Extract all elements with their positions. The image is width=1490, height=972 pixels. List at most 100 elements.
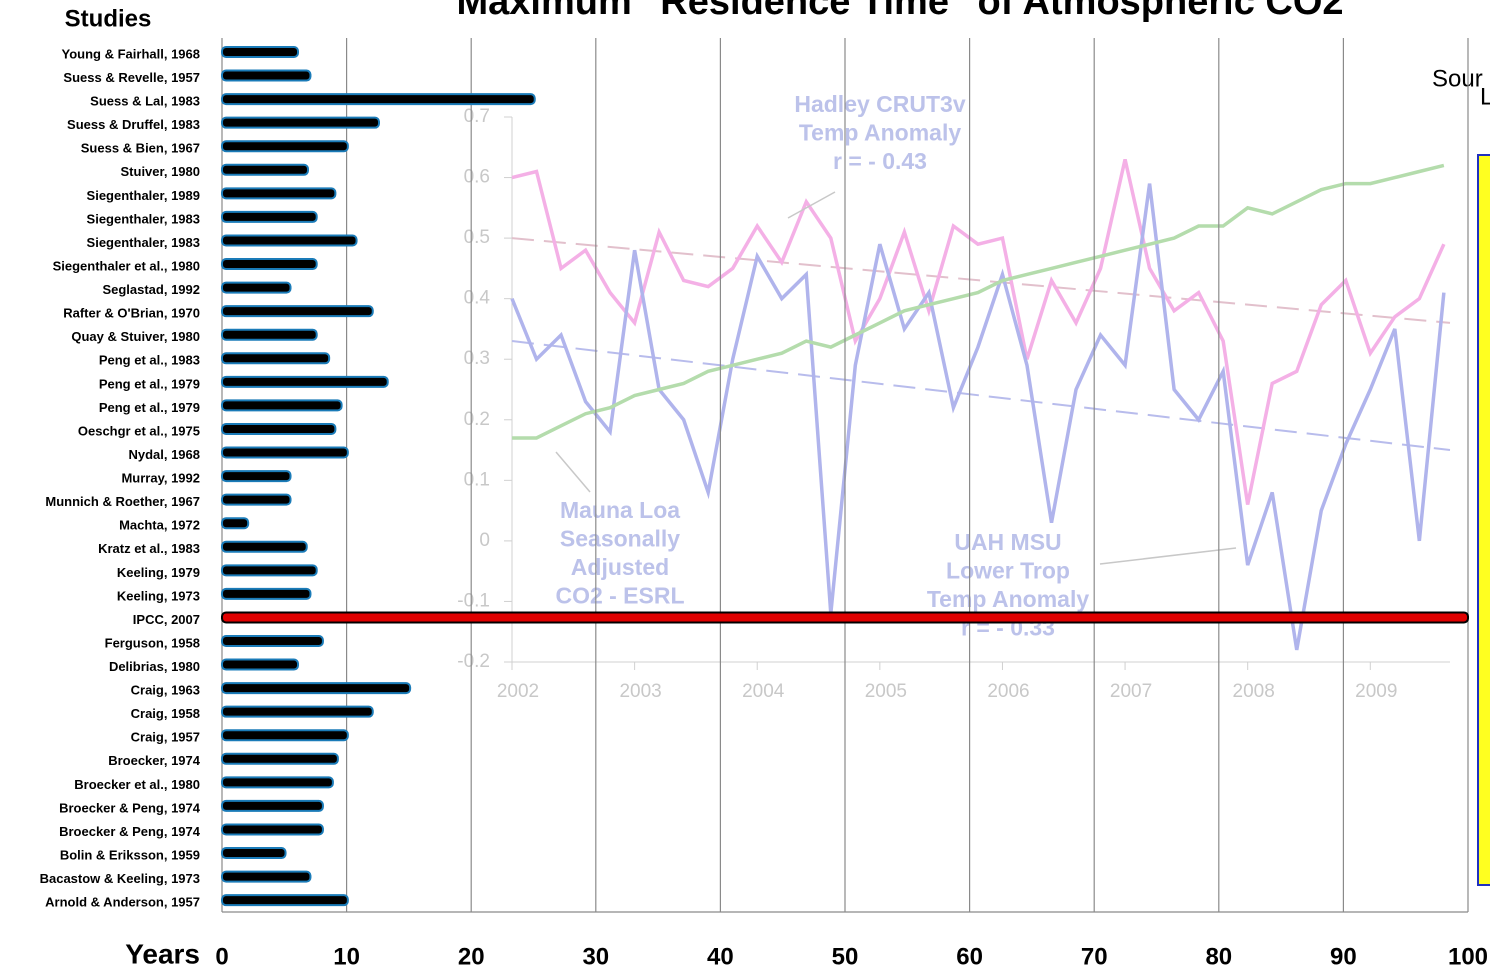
y-tick-label: 0.7 <box>464 106 490 127</box>
annotation-pointer <box>787 191 836 219</box>
category-label: Siegenthaler, 1983 <box>87 211 200 226</box>
bar <box>221 399 343 412</box>
bar <box>221 258 318 271</box>
category-label: Suess & Druffel, 1983 <box>67 117 200 132</box>
annotation: CO2 - ESRL <box>555 583 684 609</box>
x-tick-label: 60 <box>956 943 983 970</box>
bar <box>221 116 380 129</box>
category-label: Siegenthaler et al., 1980 <box>53 258 200 273</box>
category-label: Broecker & Peng, 1974 <box>59 800 201 815</box>
x-tick-label: 2004 <box>742 681 785 702</box>
series-line <box>512 163 1445 440</box>
annotation-pointer <box>555 451 591 493</box>
bar <box>221 187 337 200</box>
bar <box>221 540 308 553</box>
bar <box>221 375 389 388</box>
side-panel <box>1477 154 1490 886</box>
chart-title: Maximum "Residence Time" of Atmospheric … <box>456 0 1343 23</box>
category-label: Peng et al., 1983 <box>99 353 200 368</box>
category-label: Nydal, 1968 <box>128 447 200 462</box>
category-label: Machta, 1972 <box>119 518 200 533</box>
category-label: Suess & Bien, 1967 <box>81 141 200 156</box>
category-label: Arnold & Anderson, 1957 <box>45 895 200 910</box>
y-axis-label: Studies <box>65 5 152 32</box>
bar <box>221 894 349 907</box>
bar <box>221 281 292 294</box>
source-fragment: L <box>1480 83 1490 110</box>
category-label: Oeschgr et al., 1975 <box>78 423 200 438</box>
category-label: Broecker, 1974 <box>108 753 201 768</box>
x-tick-label: 50 <box>832 943 859 970</box>
category-label: Delibrias, 1980 <box>109 659 200 674</box>
x-tick-label: 2006 <box>987 681 1029 702</box>
bar <box>221 352 331 365</box>
category-label: Broecker & Peng, 1974 <box>59 824 201 839</box>
y-tick-label: 0.6 <box>464 167 490 188</box>
source-fragment: Sour <box>1432 65 1483 92</box>
category-label: Broecker et al., 1980 <box>74 777 200 792</box>
category-label: Murray, 1992 <box>121 471 200 486</box>
category-label: IPCC, 2007 <box>133 612 200 627</box>
bar <box>221 328 318 341</box>
y-tick-label: 0.4 <box>464 288 491 309</box>
bar <box>221 446 349 459</box>
category-label: Bolin & Eriksson, 1959 <box>60 847 200 862</box>
category-label: Siegenthaler, 1983 <box>87 235 200 250</box>
bar <box>221 93 536 106</box>
annotation: Seasonally <box>560 526 680 552</box>
x-tick-label: 2007 <box>1110 681 1152 702</box>
x-tick-label: 10 <box>333 943 360 970</box>
bar <box>221 705 374 718</box>
category-label: Rafter & O'Brian, 1970 <box>63 306 200 321</box>
bar <box>221 422 337 435</box>
x-tick-label: 20 <box>458 943 485 970</box>
annotation: Lower Trop <box>946 558 1070 584</box>
category-label: Seglastad, 1992 <box>102 282 200 297</box>
annotation: Hadley CRUT3v <box>794 91 965 117</box>
annotation: Mauna Loa <box>560 497 680 523</box>
y-tick-label: 0.5 <box>464 227 490 248</box>
annotation-pointer <box>1099 547 1237 565</box>
category-label: Peng et al., 1979 <box>99 376 200 391</box>
category-label: Siegenthaler, 1989 <box>87 188 200 203</box>
bar <box>221 682 412 695</box>
x-tick-label: 40 <box>707 943 734 970</box>
category-label: Bacastow & Keeling, 1973 <box>40 871 200 886</box>
x-tick-label: 2008 <box>1233 681 1275 702</box>
x-axis-label: Years <box>125 938 200 969</box>
category-label: Suess & Revelle, 1957 <box>63 70 200 85</box>
bar <box>221 635 324 647</box>
bar <box>221 140 349 153</box>
x-tick-label: 2002 <box>497 681 539 702</box>
category-label: Keeling, 1973 <box>117 588 200 603</box>
series-line <box>511 159 1446 505</box>
y-tick-label: -0.1 <box>457 590 490 611</box>
category-label: Craig, 1958 <box>131 706 200 721</box>
annotation: UAH MSU <box>954 529 1061 555</box>
x-tick-label: 100 <box>1448 943 1488 970</box>
bar <box>221 587 312 600</box>
bar <box>221 210 318 223</box>
trend-line <box>511 340 1451 452</box>
category-label: Craig, 1963 <box>131 683 200 698</box>
x-tick-label: 30 <box>582 943 609 970</box>
bar <box>221 163 309 176</box>
x-tick-label: 70 <box>1081 943 1108 970</box>
bar <box>221 564 318 577</box>
bar <box>221 517 250 530</box>
category-label: Young & Fairhall, 1968 <box>62 46 200 61</box>
bar <box>221 305 374 318</box>
y-tick-label: 0.1 <box>464 469 490 490</box>
category-label: Munnich & Roether, 1967 <box>45 494 200 509</box>
bar <box>221 776 334 789</box>
bar <box>221 799 324 812</box>
bar <box>221 611 1469 624</box>
annotation: Temp Anomaly <box>799 120 962 146</box>
y-tick-label: 0.3 <box>464 348 490 369</box>
category-label: Suess & Lal, 1983 <box>90 94 200 109</box>
bar <box>221 752 339 765</box>
x-tick-label: 2005 <box>865 681 907 702</box>
x-tick-label: 0 <box>215 943 228 970</box>
bar <box>221 46 300 58</box>
